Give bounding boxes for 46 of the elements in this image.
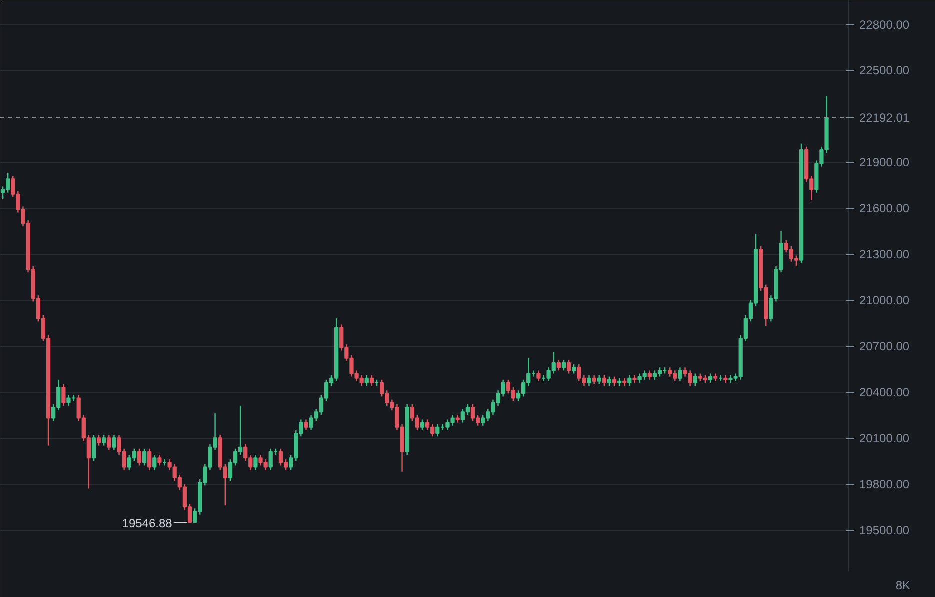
candlestick [102, 434, 106, 446]
candlestick [304, 419, 308, 432]
y-tick-label: 19800.00 [860, 478, 910, 492]
y-tick-label: 22800.00 [860, 18, 910, 32]
candlestick [364, 374, 369, 387]
y-tick-label: 21000.00 [860, 294, 910, 308]
candlestick [420, 419, 425, 432]
ref-line-label: 22192.01 [860, 110, 910, 125]
y-tick-label: 19500.00 [860, 524, 910, 538]
candlestick [556, 359, 561, 372]
candlestick [92, 434, 96, 462]
candlestick [152, 454, 157, 471]
candlestick [370, 374, 374, 387]
y-tick-label: 20700.00 [860, 340, 910, 354]
candlestick [148, 448, 152, 471]
candlestick [96, 434, 102, 446]
candlestick [648, 370, 652, 380]
candlestick [612, 376, 617, 387]
y-tick-label: 21900.00 [860, 156, 910, 170]
candlestick [107, 434, 112, 451]
y-tick-label: 20400.00 [860, 386, 910, 400]
candlestick [693, 373, 698, 387]
candlestick [566, 359, 572, 374]
y-tick-label: 21600.00 [860, 202, 910, 216]
candlestick [112, 434, 116, 451]
candlestick [592, 374, 596, 386]
y-tick-label: 20100.00 [860, 432, 910, 446]
candlestick [137, 448, 142, 466]
candlestick [602, 374, 606, 387]
candlestick [254, 454, 258, 471]
candlestick [607, 376, 612, 387]
candlestick [158, 454, 162, 466]
annotation: 19546.88 [122, 516, 173, 530]
candlestick [62, 384, 66, 407]
candlestick [708, 373, 713, 384]
candlestick [572, 364, 576, 374]
y-tick-label: 22500.00 [860, 64, 910, 78]
candlestick [587, 374, 592, 387]
y-tick-label: 21300.00 [860, 248, 910, 262]
candlestick [562, 359, 566, 372]
candlestick [142, 448, 147, 466]
candlestick [597, 374, 602, 386]
text: 8K [896, 578, 911, 592]
candlestick [678, 367, 682, 382]
candlestick [536, 370, 541, 382]
candlestick [628, 374, 632, 387]
